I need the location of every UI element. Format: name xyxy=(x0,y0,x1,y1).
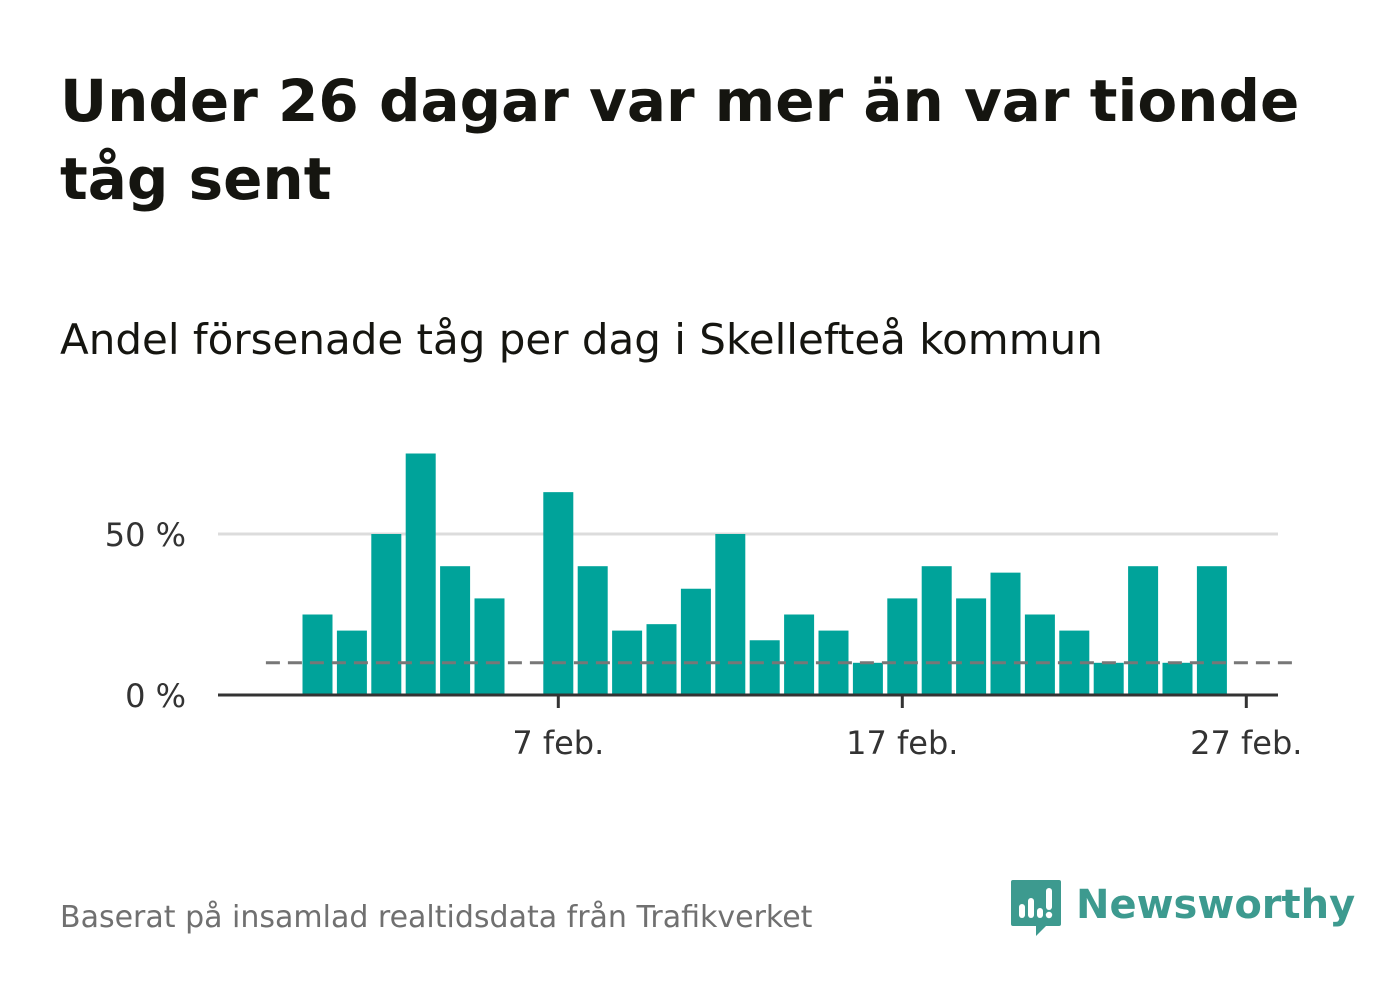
bar xyxy=(956,598,987,695)
bar xyxy=(1162,662,1193,695)
bar xyxy=(646,624,677,695)
bar xyxy=(1093,662,1124,695)
bar xyxy=(371,534,402,695)
bar xyxy=(1196,566,1227,695)
chart-subtitle: Andel försenade tåg per dag i Skellefteå… xyxy=(60,315,1103,364)
x-tick-label: 17 feb. xyxy=(846,724,958,762)
y-tick-label: 50 % xyxy=(105,516,186,554)
newsworthy-logo-text: Newsworthy xyxy=(1076,882,1356,928)
bar xyxy=(921,566,952,695)
bar xyxy=(1024,614,1055,695)
bar xyxy=(577,566,608,695)
bar xyxy=(440,566,471,695)
bar xyxy=(302,614,333,695)
chart-title: Under 26 dagar var mer än var tionde tåg… xyxy=(60,67,1300,213)
bar xyxy=(405,453,436,695)
bar xyxy=(1128,566,1159,695)
bar xyxy=(990,572,1021,695)
bar xyxy=(543,492,574,695)
bar xyxy=(887,598,918,695)
bar xyxy=(474,598,505,695)
bar xyxy=(680,588,711,695)
newsworthy-logo-icon xyxy=(1011,880,1061,936)
newsworthy-logo: Newsworthy xyxy=(1010,878,1355,940)
bar xyxy=(749,640,780,695)
bar xyxy=(715,534,746,695)
source-note: Baserat på insamlad realtidsdata från Tr… xyxy=(60,900,813,935)
x-tick-label: 27 feb. xyxy=(1190,724,1302,762)
y-tick-label: 0 % xyxy=(125,677,186,715)
bar xyxy=(852,662,883,695)
x-tick-label: 7 feb. xyxy=(512,724,604,762)
bar xyxy=(784,614,815,695)
